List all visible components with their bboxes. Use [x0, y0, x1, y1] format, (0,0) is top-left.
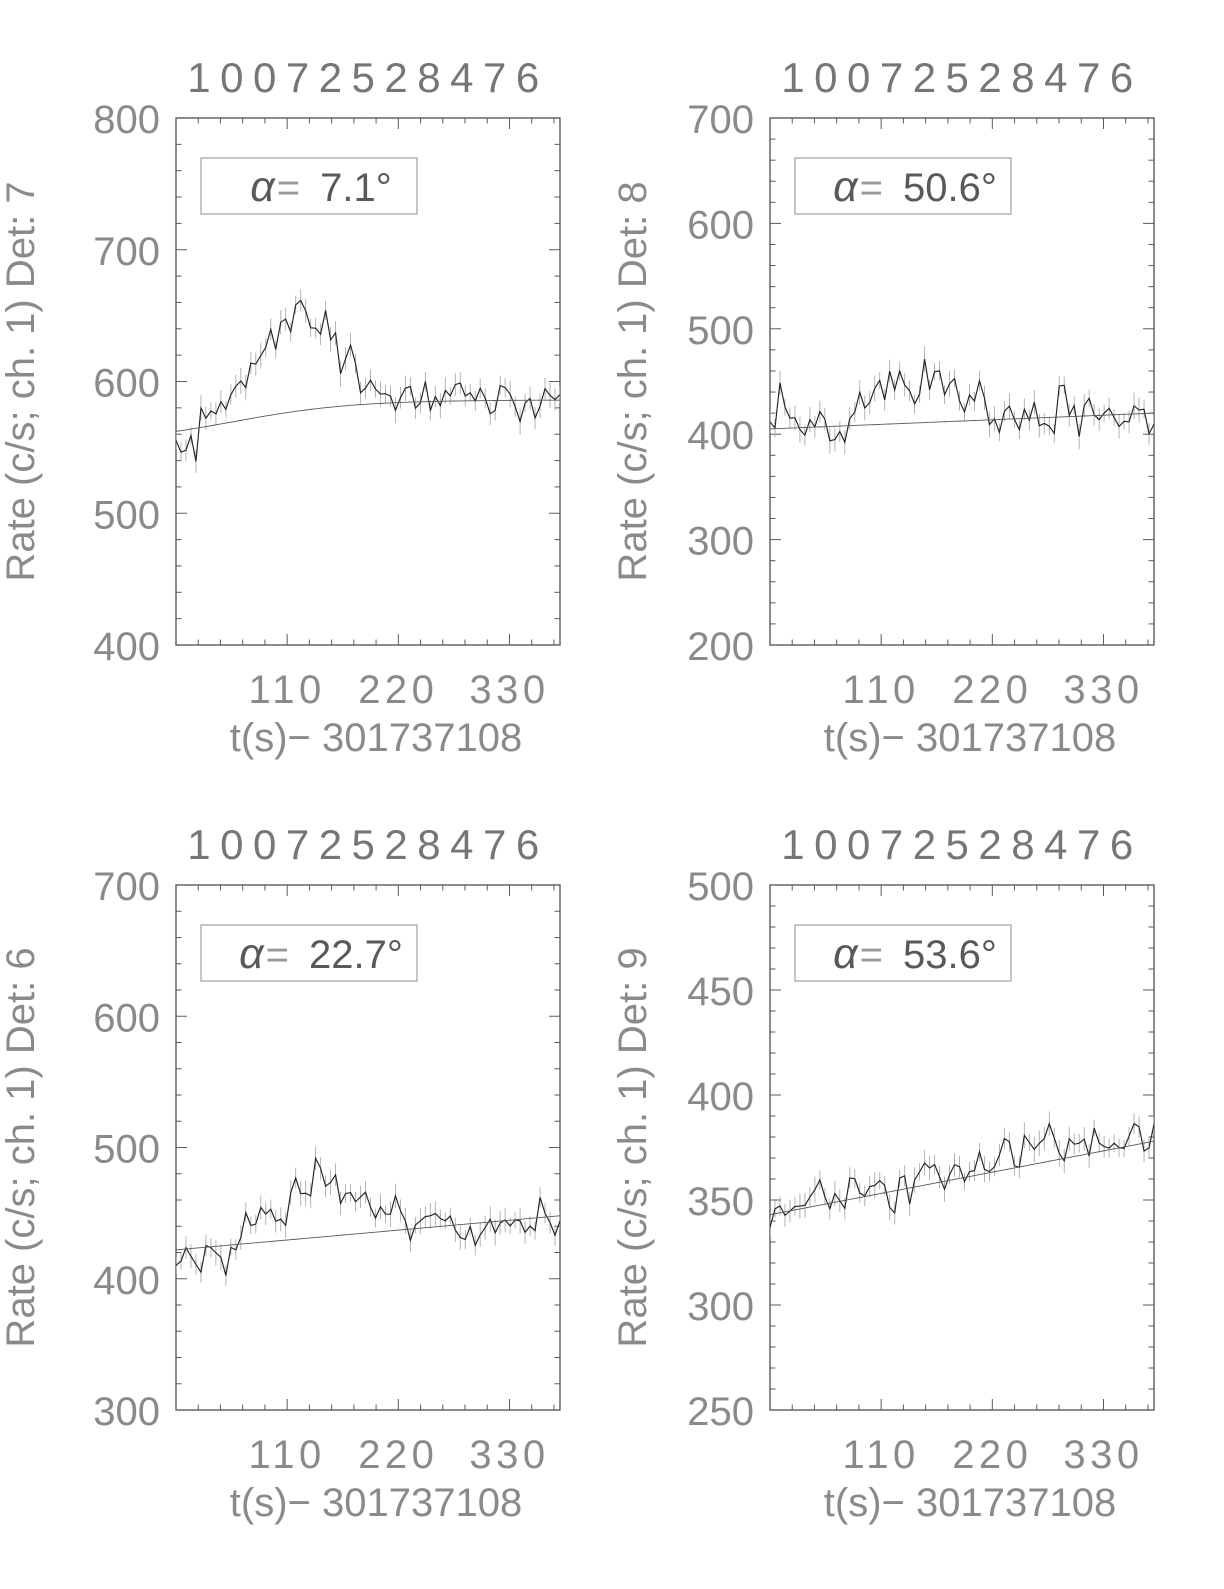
svg-text:220: 220	[358, 1433, 438, 1477]
svg-text:Rate (c/s; ch. 1) Det: 6: Rate (c/s; ch. 1) Det: 6	[0, 947, 43, 1347]
svg-text:330: 330	[469, 1433, 549, 1477]
svg-text:700: 700	[93, 865, 160, 909]
svg-text:500: 500	[687, 865, 754, 909]
svg-text:220: 220	[358, 668, 438, 712]
svg-text:300: 300	[93, 1390, 160, 1434]
svg-text:110: 110	[249, 668, 326, 712]
svg-text:350: 350	[687, 1180, 754, 1224]
svg-text:Rate (c/s; ch. 1) Det: 9: Rate (c/s; ch. 1) Det: 9	[612, 947, 655, 1347]
svg-text:500: 500	[93, 1128, 160, 1172]
svg-text:10072528476: 10072528476	[187, 821, 548, 868]
svg-text:700: 700	[687, 98, 754, 142]
svg-text:500: 500	[687, 309, 754, 353]
svg-text:400: 400	[93, 1259, 160, 1303]
svg-text:t(s)− 301737108: t(s)− 301737108	[230, 716, 522, 760]
svg-text:α=7.1°: α= 7.1°	[250, 163, 392, 211]
svg-text:330: 330	[1063, 668, 1143, 712]
svg-text:700: 700	[93, 230, 160, 274]
svg-text:450: 450	[687, 970, 754, 1014]
svg-text:330: 330	[1063, 1433, 1143, 1477]
svg-text:300: 300	[687, 520, 754, 564]
svg-text:220: 220	[952, 668, 1032, 712]
svg-text:t(s)− 301737108: t(s)− 301737108	[230, 1481, 522, 1525]
svg-text:t(s)− 301737108: t(s)− 301737108	[824, 1481, 1116, 1525]
svg-text:800: 800	[93, 98, 160, 142]
svg-text:110: 110	[249, 1433, 326, 1477]
svg-text:Rate (c/s; ch. 1) Det: 8: Rate (c/s; ch. 1) Det: 8	[612, 181, 655, 581]
svg-text:400: 400	[687, 414, 754, 458]
svg-text:10072528476: 10072528476	[781, 54, 1142, 101]
svg-text:t(s)− 301737108: t(s)− 301737108	[824, 716, 1116, 760]
svg-text:200: 200	[687, 625, 754, 669]
svg-text:500: 500	[93, 493, 160, 537]
svg-text:110: 110	[843, 1433, 920, 1477]
svg-text:600: 600	[93, 362, 160, 406]
svg-text:10072528476: 10072528476	[187, 54, 548, 101]
svg-text:10072528476: 10072528476	[781, 821, 1142, 868]
svg-text:300: 300	[687, 1285, 754, 1329]
svg-text:400: 400	[687, 1075, 754, 1119]
svg-text:110: 110	[843, 668, 920, 712]
svg-text:220: 220	[952, 1433, 1032, 1477]
svg-text:600: 600	[687, 203, 754, 247]
svg-text:400: 400	[93, 625, 160, 669]
svg-text:330: 330	[469, 668, 549, 712]
svg-text:600: 600	[93, 996, 160, 1040]
svg-text:250: 250	[687, 1390, 754, 1434]
svg-text:Rate (c/s; ch. 1) Det: 7: Rate (c/s; ch. 1) Det: 7	[0, 181, 43, 581]
